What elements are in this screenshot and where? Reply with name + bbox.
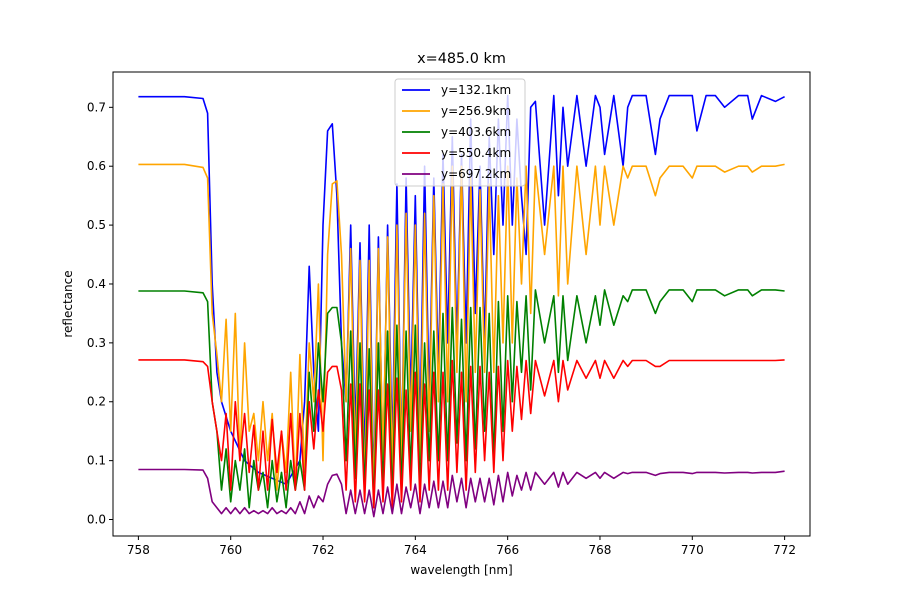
series-line-3 (138, 289, 785, 509)
legend-label-2: y=256.9km (441, 104, 511, 118)
legend-label-1: y=132.1km (441, 83, 511, 97)
y-tick-label: 0.4 (87, 277, 106, 291)
legend-box (394, 78, 526, 187)
y-tick-label: 0.5 (87, 218, 106, 232)
y-axis: 0.0 0.1 0.2 0.3 0.4 0.5 0.6 0.7 (87, 100, 113, 527)
x-tick-label: 764 (404, 543, 427, 557)
x-tick-label: 758 (127, 543, 150, 557)
y-tick-label: 0.2 (87, 395, 106, 409)
x-tick-label: 770 (681, 543, 704, 557)
x-axis: 758 760 762 764 766 768 770 772 (127, 536, 796, 557)
chart-title: x=485.0 km (417, 51, 506, 67)
plot-frame (112, 71, 811, 537)
x-tick-label: 772 (773, 543, 796, 557)
y-tick-label: 0.6 (87, 159, 106, 173)
x-axis-label: wavelength [nm] (410, 563, 512, 577)
series-line-5 (138, 468, 785, 518)
y-axis-label: reflectance (61, 270, 75, 337)
series-layer (138, 94, 785, 518)
x-tick-label: 768 (589, 543, 612, 557)
x-tick-label: 760 (219, 543, 242, 557)
legend-label-5: y=697.2km (441, 167, 511, 181)
legend-label-4: y=550.4km (441, 146, 511, 160)
y-tick-label: 0.3 (87, 336, 106, 350)
y-tick-label: 0.7 (87, 100, 106, 114)
x-tick-label: 766 (496, 543, 519, 557)
y-tick-label: 0.1 (87, 454, 106, 468)
y-tick-label: 0.0 (87, 513, 106, 527)
legend: y=132.1km y=256.9km y=403.6km y=550.4km y=69… (394, 78, 526, 187)
x-tick-label: 762 (312, 543, 335, 557)
series-line-4 (138, 359, 785, 509)
legend-label-3: y=403.6km (441, 125, 511, 139)
